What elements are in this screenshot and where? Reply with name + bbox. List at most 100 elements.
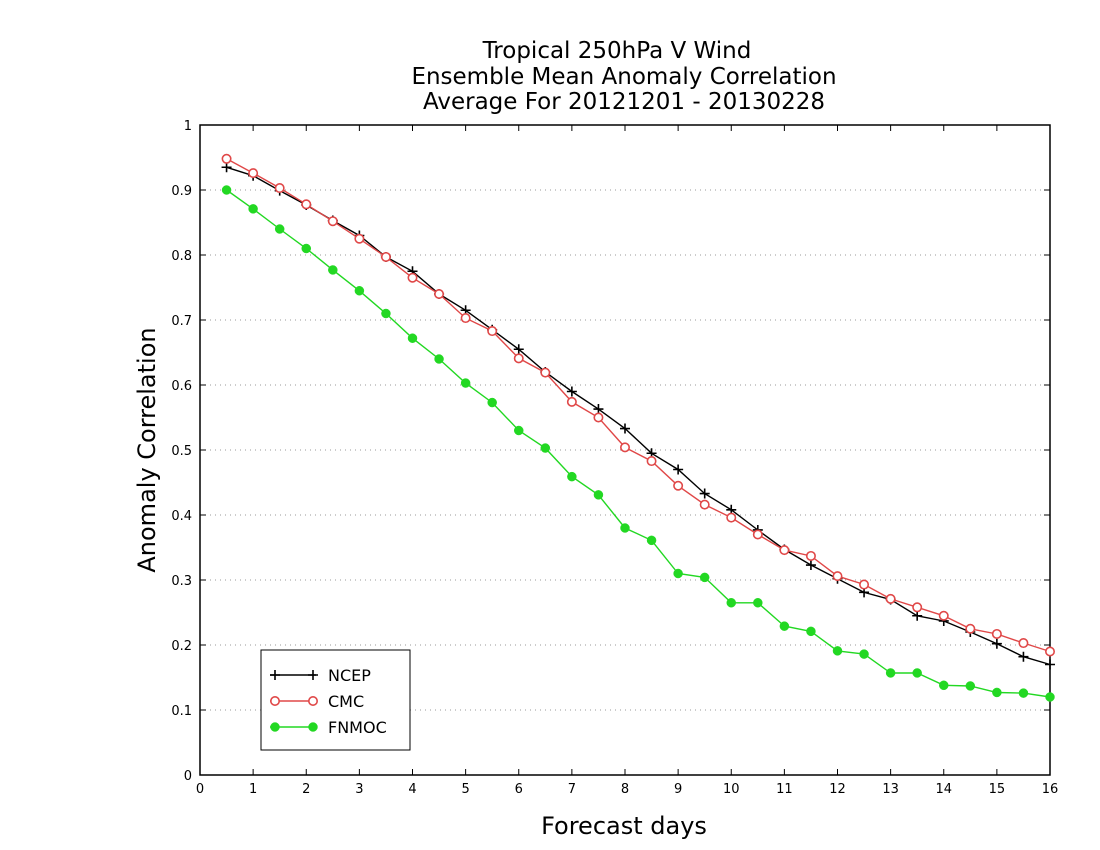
point-cmc-5: [354, 233, 365, 244]
x-tick-label-15: 15: [989, 782, 1006, 797]
series-ncep: [221, 162, 1055, 670]
point-cmc-25: [885, 593, 896, 604]
series-cmc: [221, 153, 1056, 657]
point-cmc-30: [1018, 638, 1029, 649]
legend-marker-end-cmc: [307, 695, 318, 706]
point-cmc-19: [726, 512, 737, 523]
point-fnmoc-0: [221, 185, 232, 195]
chart-title: Tropical 250hPa V Wind Ensemble Mean Ano…: [411, 38, 836, 115]
point-cmc-6: [380, 251, 391, 262]
x-tick-label-3: 3: [355, 782, 363, 797]
point-cmc-11: [513, 353, 524, 364]
point-ncep-0: [221, 162, 232, 173]
series-fnmoc: [221, 185, 1055, 702]
point-cmc-16: [646, 456, 657, 467]
series-line-cmc: [226, 158, 1051, 653]
point-fnmoc-27: [939, 680, 949, 691]
legend-entry-cmc: CMC: [269, 692, 364, 711]
point-fnmoc-12: [540, 443, 551, 453]
x-tick-label-6: 6: [515, 782, 523, 797]
x-tick-label-13: 13: [882, 782, 899, 797]
point-cmc-9: [460, 313, 471, 324]
point-cmc-18: [699, 499, 710, 510]
point-fnmoc-24: [859, 649, 869, 659]
point-cmc-7: [407, 272, 418, 283]
point-fnmoc-17: [673, 568, 683, 579]
point-fnmoc-30: [1018, 688, 1029, 698]
point-fnmoc-23: [832, 646, 843, 656]
point-ncep-26: [912, 610, 923, 621]
point-fnmoc-4: [328, 265, 338, 275]
legend-entry-fnmoc: FNMOC: [270, 718, 387, 737]
point-fnmoc-14: [593, 490, 604, 500]
point-cmc-10: [487, 326, 498, 337]
x-tick-label-10: 10: [723, 782, 740, 797]
series-line-fnmoc: [226, 189, 1051, 698]
x-axis-title: Forecast days: [541, 812, 707, 840]
x-tick-label-11: 11: [776, 782, 793, 797]
point-cmc-8: [434, 288, 445, 299]
point-ncep-17: [673, 464, 684, 475]
legend-marker-end-fnmoc: [308, 722, 318, 732]
point-cmc-15: [619, 442, 630, 453]
y-tick-label-0: 0: [184, 769, 192, 784]
point-ncep-30: [1018, 651, 1029, 662]
title-line-1: Tropical 250hPa V Wind: [482, 38, 752, 64]
x-tick-label-1: 1: [249, 782, 257, 797]
x-tick-label-8: 8: [621, 782, 629, 797]
point-fnmoc-20: [753, 598, 763, 608]
series-line-ncep: [226, 166, 1051, 666]
legend: NCEP CMC FNMOC: [260, 649, 411, 751]
title-line-2: Ensemble Mean Anomaly Correlation: [411, 64, 836, 90]
y-tick-label-2: 0.2: [171, 639, 192, 654]
x-tick-label-0: 0: [196, 782, 204, 797]
point-cmc-17: [673, 480, 684, 491]
point-ncep-31: [1045, 659, 1055, 670]
point-cmc-22: [805, 550, 816, 561]
point-cmc-13: [566, 396, 577, 407]
point-fnmoc-2: [274, 224, 285, 234]
point-fnmoc-9: [460, 378, 471, 388]
point-fnmoc-7: [407, 333, 418, 343]
point-cmc-12: [540, 367, 551, 378]
point-fnmoc-5: [354, 286, 365, 296]
x-tick-label-7: 7: [568, 782, 576, 797]
x-axis-ticks: 0 1 2 3 4 5 6 7 8 9 10 11 12 13 14 15 16: [196, 125, 1058, 797]
point-cmc-14: [593, 412, 604, 423]
y-tick-label-7: 0.7: [171, 314, 192, 329]
point-fnmoc-11: [514, 425, 524, 436]
point-ncep-29: [991, 638, 1002, 649]
point-fnmoc-19: [726, 598, 736, 608]
point-cmc-1: [248, 168, 259, 179]
x-tick-label-5: 5: [461, 782, 469, 797]
point-fnmoc-10: [487, 397, 497, 408]
title-line-3: Average For 20121201 - 20130228: [423, 89, 825, 115]
point-cmc-24: [859, 579, 870, 590]
y-axis-ticks: 0 0.1 0.2 0.3 0.4 0.5 0.6 0.7 0.8 0.9 1: [171, 119, 1050, 784]
legend-label-ncep: NCEP: [328, 666, 371, 685]
series-group: [221, 153, 1056, 702]
legend-box: [260, 649, 411, 751]
x-tick-label-14: 14: [935, 782, 952, 797]
point-fnmoc-25: [885, 668, 896, 678]
point-cmc-27: [938, 610, 949, 621]
point-cmc-29: [991, 628, 1002, 639]
x-tick-label-4: 4: [408, 782, 416, 797]
point-fnmoc-26: [912, 668, 922, 678]
point-fnmoc-29: [992, 687, 1002, 698]
y-tick-label-3: 0.3: [171, 574, 192, 589]
point-fnmoc-18: [699, 572, 710, 583]
x-tick-label-16: 16: [1042, 782, 1059, 797]
point-fnmoc-15: [620, 523, 630, 533]
y-tick-label-10: 1: [184, 119, 192, 134]
point-cmc-2: [274, 183, 285, 194]
y-tick-label-8: 0.8: [171, 249, 192, 264]
point-cmc-28: [965, 623, 976, 634]
legend-label-cmc: CMC: [328, 692, 364, 711]
y-tick-label-4: 0.4: [171, 509, 192, 524]
point-fnmoc-1: [248, 204, 258, 214]
point-cmc-3: [301, 199, 312, 210]
legend-marker-start-fnmoc: [270, 722, 280, 732]
y-axis-title: Anomaly Correlation: [133, 327, 161, 572]
